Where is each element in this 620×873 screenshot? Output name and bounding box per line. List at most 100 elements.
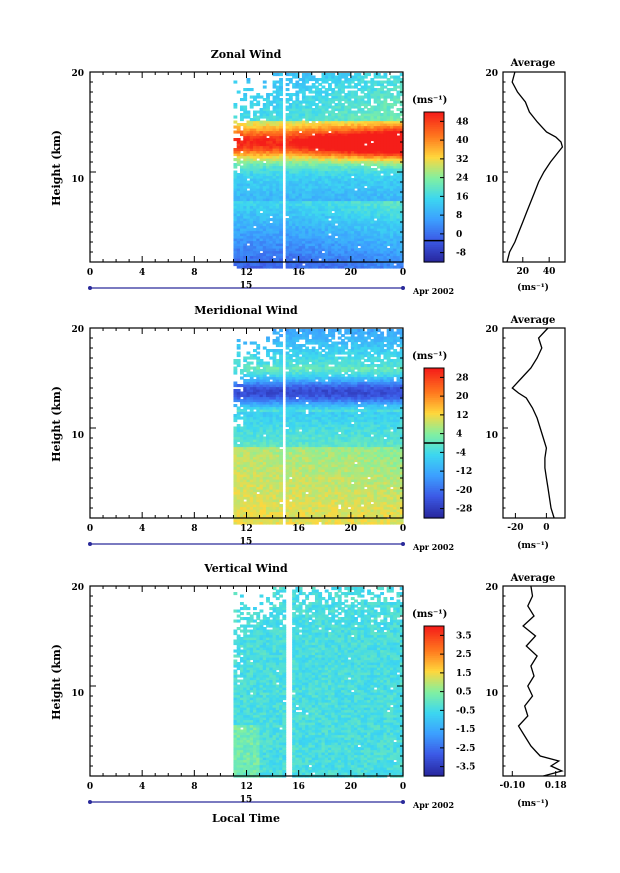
heatmap-cell xyxy=(272,108,277,112)
heatmap-cell xyxy=(272,188,277,192)
heatmap-cell xyxy=(305,98,310,102)
colorbar-tick-label: 48 xyxy=(456,117,469,127)
heatmap-cell xyxy=(285,108,290,112)
heatmap-cell xyxy=(279,258,283,262)
heatmap-cell xyxy=(288,245,293,249)
heatmap-cell xyxy=(256,263,261,267)
heatmap-cell xyxy=(311,175,316,179)
heatmap-cell xyxy=(269,178,274,182)
heatmap-cell xyxy=(288,138,293,142)
heatmap-cell xyxy=(233,233,238,237)
heatmap-cell xyxy=(298,135,303,139)
heatmap-cell xyxy=(308,170,313,174)
heatmap-cell xyxy=(272,195,277,199)
heatmap-cell xyxy=(246,120,251,124)
heatmap-cell xyxy=(243,248,248,252)
heatmap-cell xyxy=(305,233,310,237)
heatmap-cell xyxy=(295,143,300,147)
heatmap-cell xyxy=(288,140,293,144)
heatmap-cell xyxy=(275,130,280,134)
heatmap-cell xyxy=(243,88,248,92)
heatmap-cell xyxy=(279,230,283,234)
heatmap-cell xyxy=(272,248,277,252)
heatmap-cell xyxy=(298,218,303,222)
heatmap-cell xyxy=(262,210,267,214)
heatmap-cell xyxy=(266,190,270,194)
heatmap-cell xyxy=(272,138,277,142)
heatmap-cell xyxy=(236,265,241,269)
heatmap-cell xyxy=(279,93,283,97)
heatmap-cell xyxy=(308,263,313,267)
heatmap-cell xyxy=(233,210,238,214)
heatmap-cell xyxy=(262,215,267,219)
heatmap-cell xyxy=(285,205,290,209)
heatmap-cell xyxy=(279,103,283,107)
heatmap-cell xyxy=(269,173,274,177)
heatmap-cell xyxy=(269,235,274,239)
heatmap-cell xyxy=(301,210,306,214)
heatmap-cell xyxy=(275,163,280,167)
heatmap-cell xyxy=(275,240,280,244)
heatmap-cell xyxy=(305,183,310,187)
heatmap-cell xyxy=(285,165,290,169)
heatmap-cell xyxy=(292,245,297,249)
heatmap-cell xyxy=(292,220,297,224)
heatmap-cell xyxy=(285,243,290,247)
heatmap-cell xyxy=(243,243,248,247)
heatmap-cell xyxy=(256,155,261,159)
heatmap-cell xyxy=(305,253,310,257)
heatmap-cell xyxy=(236,210,241,214)
heatmap-cell xyxy=(288,118,293,122)
heatmap-cell xyxy=(279,349,283,353)
heatmap-cell xyxy=(272,155,277,159)
heatmap-cell xyxy=(236,145,241,149)
heatmap-cell xyxy=(256,133,261,137)
heatmap-cell xyxy=(295,245,300,249)
heatmap-cell xyxy=(246,160,251,164)
heatmap-cell xyxy=(285,253,290,257)
heatmap-cell xyxy=(292,160,297,164)
heatmap-cell xyxy=(275,188,280,192)
heatmap-cell xyxy=(253,110,257,114)
heatmap-cell xyxy=(295,118,300,122)
heatmap-cell xyxy=(243,220,248,224)
heatmap-cell xyxy=(295,170,300,174)
heatmap-cell xyxy=(298,220,303,224)
heatmap-cell xyxy=(301,105,306,109)
heatmap-cell xyxy=(301,188,306,192)
heatmap-cell xyxy=(233,213,238,217)
heatmap-cell xyxy=(262,138,267,142)
heatmap-cell xyxy=(239,145,244,149)
heatmap-cell xyxy=(262,218,267,222)
heatmap-cell xyxy=(308,218,313,222)
heatmap-cell xyxy=(298,208,303,212)
heatmap-cell xyxy=(301,180,306,184)
heatmap-cell xyxy=(285,150,290,154)
heatmap-cell xyxy=(308,213,313,217)
heatmap-cell xyxy=(269,115,274,119)
heatmap-cell xyxy=(285,185,290,189)
heatmap-cell xyxy=(256,183,261,187)
heatmap-cell xyxy=(269,210,274,214)
heatmap-cell xyxy=(288,78,293,82)
heatmap-cell xyxy=(239,183,244,187)
heatmap-cell xyxy=(256,110,261,114)
heatmap-cell xyxy=(233,115,238,119)
heatmap-cell xyxy=(262,213,267,217)
heatmap-cell xyxy=(256,193,261,197)
heatmap-cell xyxy=(249,133,254,137)
heatmap-cell xyxy=(308,185,313,189)
heatmap-cell xyxy=(292,185,297,189)
heatmap-cell xyxy=(275,85,280,89)
heatmap-cell xyxy=(279,341,283,345)
heatmap-cell xyxy=(279,203,283,207)
heatmap-cell xyxy=(272,235,277,239)
heatmap-cell xyxy=(253,163,257,167)
heatmap-cell xyxy=(275,110,280,114)
heatmap-cell xyxy=(262,110,267,114)
heatmap-cell xyxy=(266,180,270,184)
heatmap-cell xyxy=(266,145,270,149)
heatmap-cell xyxy=(249,128,254,132)
heatmap-cell xyxy=(295,198,300,202)
heatmap-cell xyxy=(233,238,238,242)
